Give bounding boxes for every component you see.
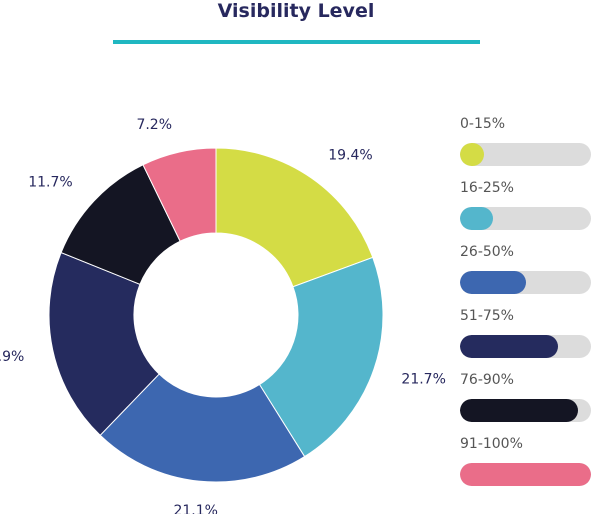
- legend-label: 0-15%: [460, 116, 506, 132]
- legend-item: 51-75%: [460, 307, 591, 358]
- legend-bar-track: [460, 207, 591, 230]
- slice-label-26-50%: 21.1%: [173, 503, 217, 514]
- legend-item: 91-100%: [460, 435, 591, 486]
- legend-bar-fill: [460, 207, 493, 230]
- legend-label: 26-50%: [460, 244, 514, 260]
- slice-label-76-90%: 11.7%: [28, 174, 72, 190]
- slice-label-0-15%: 19.4%: [328, 147, 372, 163]
- legend-bar-track: [460, 271, 591, 294]
- legend-item: 76-90%: [460, 371, 591, 422]
- legend-bar-track: [460, 463, 591, 486]
- legend-label: 91-100%: [460, 436, 523, 452]
- legend-bar-track: [460, 399, 591, 422]
- legend-label: 16-25%: [460, 180, 514, 196]
- slice-16-25%: [258, 256, 384, 458]
- slice-label-16-25%: 21.7%: [401, 371, 445, 387]
- slice-label-51-75%: 18.9%: [0, 349, 24, 365]
- legend-bar-track: [460, 335, 591, 358]
- legend-item: 16-25%: [460, 179, 591, 230]
- slice-91-100%: [142, 147, 217, 242]
- legend-item: 0-15%: [460, 115, 591, 166]
- legend-bar-fill: [460, 271, 526, 294]
- slice-26-50%: [99, 373, 306, 483]
- legend-bar-fill: [460, 463, 591, 486]
- chart-title: Visibility Level: [217, 0, 375, 22]
- slice-51-75%: [48, 251, 160, 436]
- legend-item: 26-50%: [460, 243, 591, 294]
- title-underline: [113, 40, 480, 44]
- slice-label-91-100%: 7.2%: [136, 117, 172, 133]
- slice-0-15%: [215, 147, 374, 288]
- legend-bar-fill: [460, 335, 559, 358]
- legend-label: 51-75%: [460, 308, 514, 324]
- legend-label: 76-90%: [460, 372, 514, 388]
- legend-bar-fill: [460, 143, 484, 166]
- legend-bar-fill: [460, 399, 578, 422]
- legend-bar-track: [460, 143, 591, 166]
